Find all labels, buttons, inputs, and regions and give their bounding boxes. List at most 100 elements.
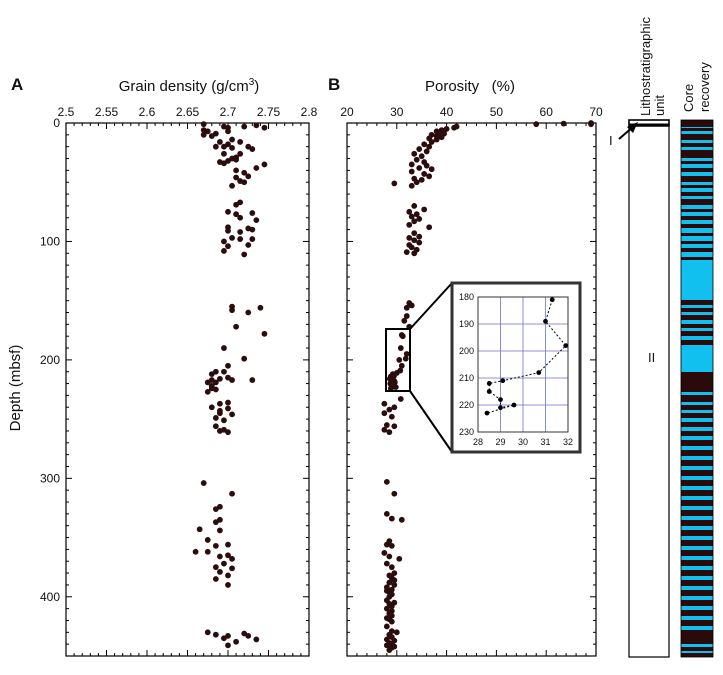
core-recovered-band (681, 490, 713, 496)
panel-a-point (225, 552, 231, 559)
panel-a-point (233, 323, 240, 330)
panel-a-letter: A (11, 75, 23, 94)
panel-a-point (225, 208, 231, 215)
panel-a-point (249, 236, 256, 242)
panel-a-point (212, 564, 219, 571)
core-recovered-band (681, 647, 713, 651)
panel-b-point (421, 206, 428, 213)
lithostrat-column (628, 119, 670, 658)
inset-xtick-label: 31 (540, 437, 550, 447)
panel-a-point (249, 210, 256, 216)
panel-b-point (451, 124, 457, 131)
core-recovered-band (681, 120, 713, 127)
panel-a-point (229, 565, 235, 572)
core-recovered-band (681, 248, 713, 252)
panel-a-point (221, 635, 227, 642)
panel-a-point (241, 123, 248, 130)
panel-b-point (421, 141, 428, 148)
core-recovered-band (681, 241, 713, 244)
core-recovered-band (681, 470, 713, 476)
panel-a-point (229, 144, 235, 151)
panel-b-point (388, 564, 395, 571)
core-recovered-band (681, 372, 713, 392)
inset-ytick-label: 210 (459, 373, 474, 383)
core-recovered-band (681, 431, 713, 436)
panel-a-point (204, 128, 211, 135)
panel-b-point (383, 478, 390, 485)
core-recovered-band (681, 520, 713, 526)
panel-b-point (381, 426, 388, 433)
inset-point (484, 410, 490, 416)
panel-b-point (428, 139, 435, 145)
panel-a-point (249, 146, 256, 152)
core-recovery-title-line1: Core (681, 84, 696, 112)
core-recovered-band (681, 630, 713, 644)
core-recovered-band (681, 161, 713, 164)
panel-b-point (381, 550, 388, 556)
panel-a-point (225, 399, 231, 406)
core-recovered-band (681, 550, 713, 556)
panel-a-point (225, 642, 231, 649)
core-recovered-band (681, 480, 713, 486)
panel-a-point (212, 423, 219, 430)
panel-a-point (241, 251, 248, 258)
panel-a-point (257, 304, 264, 311)
panel-a-point (245, 242, 252, 248)
panel-a-point (229, 411, 235, 418)
panel-b-point (408, 213, 415, 220)
panel-b-point (408, 244, 415, 251)
panel-b-point (391, 404, 398, 411)
panel-a-points (192, 121, 268, 649)
panel-a-point (225, 405, 231, 412)
panel-b-point (381, 400, 388, 407)
panel-a-point (200, 131, 207, 138)
inset-series-line (486, 299, 567, 414)
panel-b-point (391, 490, 398, 497)
panel-a-point (237, 139, 244, 145)
inset-ytick-label: 230 (459, 427, 474, 437)
core-recovered-band (681, 440, 713, 446)
core-recovered-band (681, 395, 713, 402)
panel-b-point (411, 150, 418, 157)
panel-b-point (401, 317, 408, 324)
panel-b-point (406, 234, 413, 241)
panel-b-frame (346, 122, 597, 657)
panel-a-point (233, 211, 240, 218)
panel-b-point (413, 211, 420, 218)
panel-a-point (253, 636, 260, 643)
core-recovered-band (681, 540, 713, 546)
core-recovered-band (681, 422, 713, 427)
panel-a-point (192, 548, 199, 555)
panel-a-point (217, 139, 223, 145)
panel-a-point (229, 490, 235, 497)
panel-b-point (403, 313, 410, 319)
panel-a-point (249, 226, 256, 233)
panel-a-point (212, 631, 219, 638)
core-recovered-band (681, 413, 713, 418)
inset-ytick-label: 200 (459, 346, 474, 356)
inset-plot-frame (477, 296, 569, 433)
panel-a-point (229, 136, 235, 143)
panel-b-point (398, 516, 405, 523)
panel-a-point (212, 379, 219, 386)
panel-b-point (388, 603, 395, 610)
panel-b-point (406, 221, 413, 228)
panel-a-ytick-label: 400 (40, 590, 60, 604)
inset-point (498, 405, 503, 411)
panel-a-point (217, 375, 223, 382)
unit-i-arrowhead (627, 122, 638, 133)
panel-a-point (233, 638, 240, 645)
core-recovered-band (681, 570, 713, 576)
panel-a-point (229, 555, 235, 562)
panel-a-point (237, 150, 244, 157)
panel-a-point (212, 506, 219, 513)
panel-a-point (221, 417, 227, 424)
inset-ytick-label: 190 (459, 319, 474, 329)
panel-b-point (393, 629, 400, 636)
panel-b-point (408, 302, 415, 309)
panel-a-xtick-label: 2.6 (139, 105, 156, 119)
core-recovered-band (681, 233, 713, 236)
inset-point (498, 397, 503, 402)
panel-a-point (225, 572, 231, 579)
